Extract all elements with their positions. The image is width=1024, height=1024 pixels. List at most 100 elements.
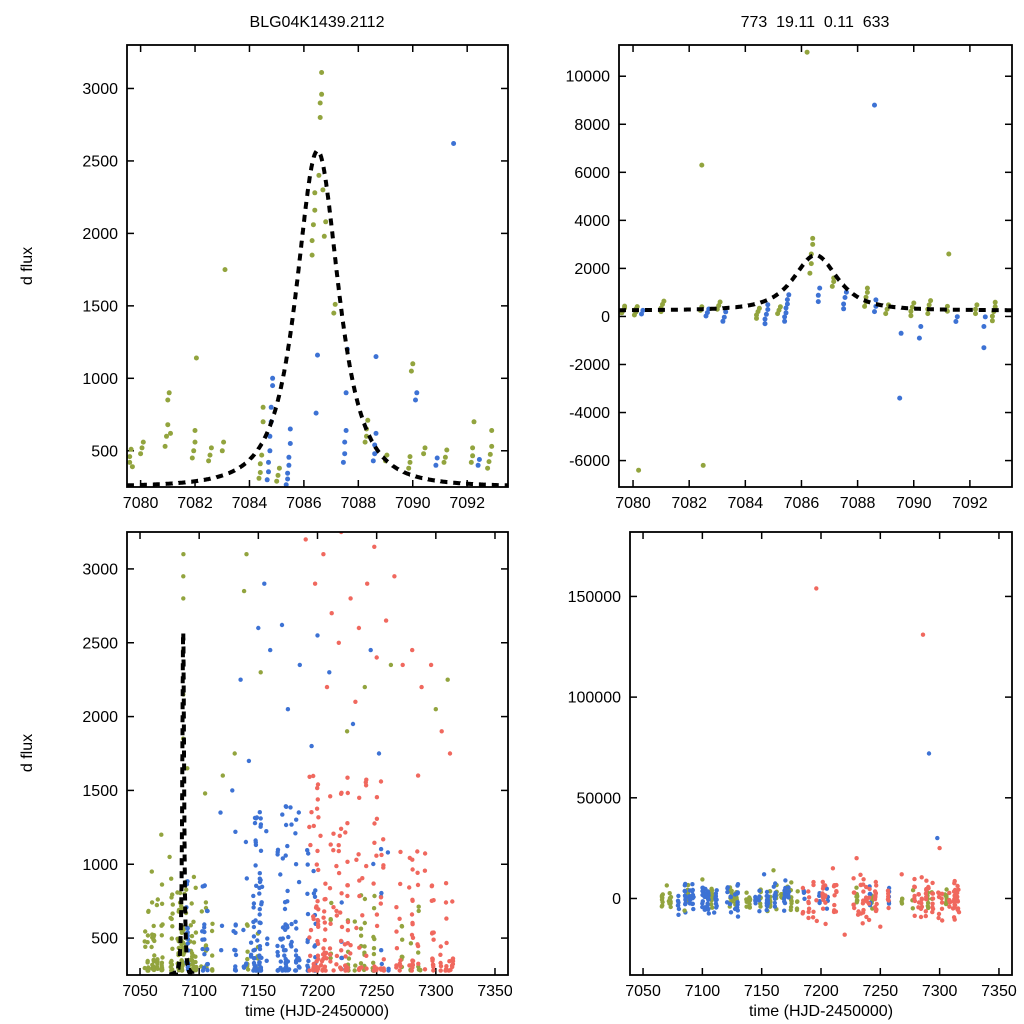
data-point	[293, 831, 298, 836]
data-point	[288, 942, 293, 947]
data-point	[205, 908, 210, 914]
data-point	[258, 816, 263, 821]
data-point	[415, 773, 421, 778]
data-point	[285, 476, 291, 482]
data-point	[956, 910, 962, 915]
data-point	[206, 458, 212, 464]
data-point	[392, 574, 397, 579]
data-point	[714, 905, 719, 910]
data-point	[362, 896, 368, 902]
data-point	[274, 478, 280, 484]
data-point	[191, 448, 197, 454]
data-point	[924, 878, 929, 883]
data-point	[308, 927, 314, 933]
data-point	[356, 967, 362, 973]
data-point	[179, 942, 184, 947]
data-point	[700, 885, 705, 890]
data-point	[205, 961, 210, 967]
data-point	[145, 940, 150, 945]
data-point	[700, 899, 705, 904]
data-point	[342, 451, 348, 457]
data-point	[322, 964, 328, 969]
data-point	[343, 830, 348, 835]
data-point	[973, 311, 978, 317]
data-point	[449, 963, 455, 968]
data-point	[138, 451, 144, 457]
data-point	[154, 902, 160, 908]
data-point	[315, 797, 320, 802]
data-point	[721, 314, 727, 320]
data-point	[155, 897, 160, 902]
data-point	[413, 397, 418, 403]
data-point	[278, 872, 283, 877]
data-point	[283, 960, 288, 965]
data-point	[257, 912, 262, 917]
data-point	[864, 289, 870, 295]
data-point	[443, 968, 448, 973]
data-point	[362, 920, 367, 926]
data-point	[322, 920, 327, 925]
data-point	[762, 321, 768, 327]
data-point	[394, 963, 399, 968]
data-point	[448, 967, 453, 973]
data-point	[687, 895, 693, 901]
data-layer	[619, 49, 1012, 473]
data-point	[414, 390, 420, 396]
data-point	[918, 914, 924, 920]
data-point	[307, 968, 312, 973]
x-tick-label: 7090	[896, 495, 932, 512]
data-point	[329, 900, 334, 906]
data-point	[489, 443, 495, 449]
data-point	[371, 861, 376, 867]
x-tick-label: 7350	[981, 983, 1017, 1000]
data-point	[843, 289, 849, 295]
data-point	[357, 878, 362, 883]
data-point	[806, 895, 812, 900]
data-point	[705, 889, 711, 894]
data-point	[930, 891, 935, 896]
data-point	[287, 441, 293, 446]
data-point	[675, 898, 681, 903]
data-point	[193, 885, 198, 890]
data-point	[170, 892, 175, 897]
data-point	[358, 961, 364, 966]
data-point	[806, 906, 812, 911]
data-point	[410, 898, 415, 903]
data-point	[345, 790, 350, 796]
data-point	[830, 866, 836, 871]
data-point	[348, 951, 353, 956]
y-tick-label: 4000	[574, 213, 610, 230]
data-point	[930, 896, 936, 901]
data-point	[690, 882, 695, 887]
data-point	[320, 187, 326, 193]
data-point	[322, 937, 327, 943]
plot-content: 7080 7082 7084 7086 7088 7090 7092 500 1000 1500 2…	[82, 44, 509, 512]
data-point	[319, 70, 325, 75]
data-point	[312, 581, 318, 586]
data-point	[188, 923, 193, 928]
data-point	[408, 368, 414, 374]
data-point	[328, 955, 333, 961]
data-point	[379, 967, 384, 972]
data-point	[283, 956, 288, 962]
data-point	[407, 885, 412, 890]
data-point	[241, 927, 246, 933]
data-point	[146, 908, 151, 914]
data-point	[956, 887, 961, 892]
data-point	[338, 826, 344, 831]
data-point	[860, 921, 865, 926]
data-point	[159, 882, 165, 887]
y-tick-label: 2000	[574, 261, 610, 278]
plot-frame	[629, 531, 1013, 976]
data-point	[810, 241, 816, 247]
x-axis-label-time: time (HJD-2450000)	[245, 1003, 389, 1020]
data-point	[407, 459, 413, 465]
x-tick-label: 7100	[685, 983, 721, 1000]
y-tick-label: 100000	[568, 690, 621, 707]
data-point	[485, 465, 491, 471]
data-point	[374, 923, 380, 929]
data-point	[371, 951, 377, 957]
data-point	[421, 451, 427, 457]
data-point	[982, 314, 988, 320]
data-point	[145, 958, 150, 964]
